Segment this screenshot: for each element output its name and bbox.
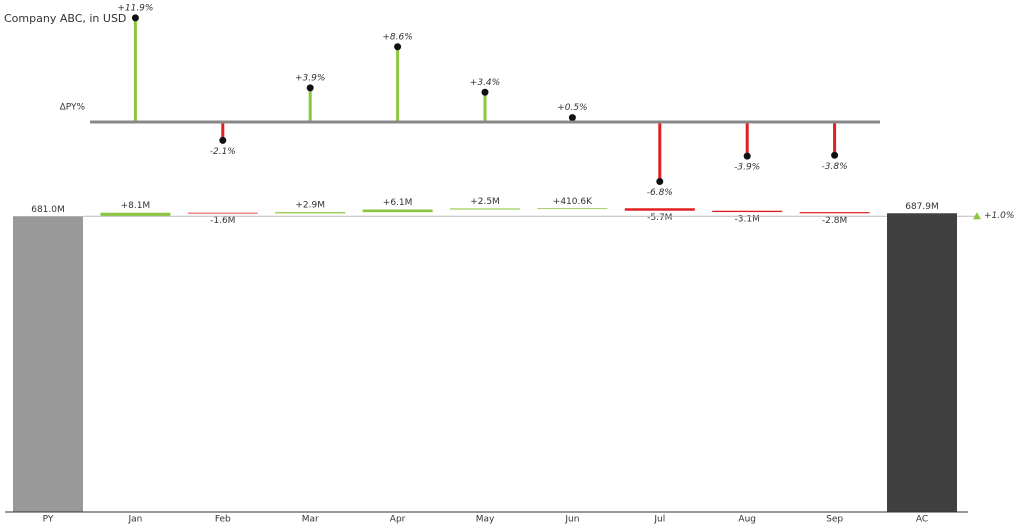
value-label: +2.5M [470,197,500,207]
bar [712,210,783,213]
value-label: -3.1M [735,215,760,225]
value-label: -6.8% [647,188,673,198]
change-marker [973,212,981,220]
x-tick-label: PY [43,515,54,525]
bar [799,212,870,214]
value-label: +410.6K [553,197,593,207]
x-tick-label: Jul [653,515,665,525]
bar [624,208,695,211]
value-label: -5.7M [647,213,672,223]
x-tick-label: May [476,515,495,525]
pin-head [481,88,489,96]
pin-head [131,14,139,22]
bar [362,209,433,213]
value-label: +8.1M [121,201,151,211]
value-label: +2.9M [295,201,325,211]
value-label: -3.9% [734,163,760,173]
value-label: -2.8M [822,216,847,226]
x-tick-label: Apr [390,515,406,525]
pin-head [219,136,227,144]
x-tick-label: Jun [564,515,579,525]
value-label: +3.9% [295,73,325,83]
pin-head [831,151,839,159]
value-label: -3.8% [822,162,848,172]
pin-head [656,178,664,185]
value-label: +6.1M [383,198,413,208]
value-label: +0.5% [557,103,587,113]
x-tick-label: Sep [826,515,843,525]
pin-head [306,84,314,92]
bar [13,216,83,512]
bar [100,212,171,217]
bar [450,208,520,210]
bar [537,208,608,210]
bar [187,212,258,214]
value-label: +3.4% [470,78,500,88]
bar [887,213,957,512]
x-tick-label: Mar [302,515,319,525]
value-label: -2.1% [210,147,236,157]
pin-axis-label: ΔPY% [60,103,86,113]
change-label: +1.0% [984,211,1014,221]
bar [275,212,346,214]
pin-head [743,152,751,160]
x-tick-label: Aug [738,515,756,525]
value-label: +11.9% [117,3,153,13]
pin-head [568,114,576,122]
value-label: 681.0M [31,205,65,215]
x-tick-label: Jan [127,515,142,525]
value-label: +8.6% [382,32,412,42]
chart-title: Company ABC, in USD [4,12,126,25]
value-label: -1.6M [210,216,235,226]
value-label: 687.9M [905,202,939,212]
x-tick-label: AC [916,515,928,525]
x-tick-label: Feb [215,515,231,525]
pin-head [394,43,402,51]
